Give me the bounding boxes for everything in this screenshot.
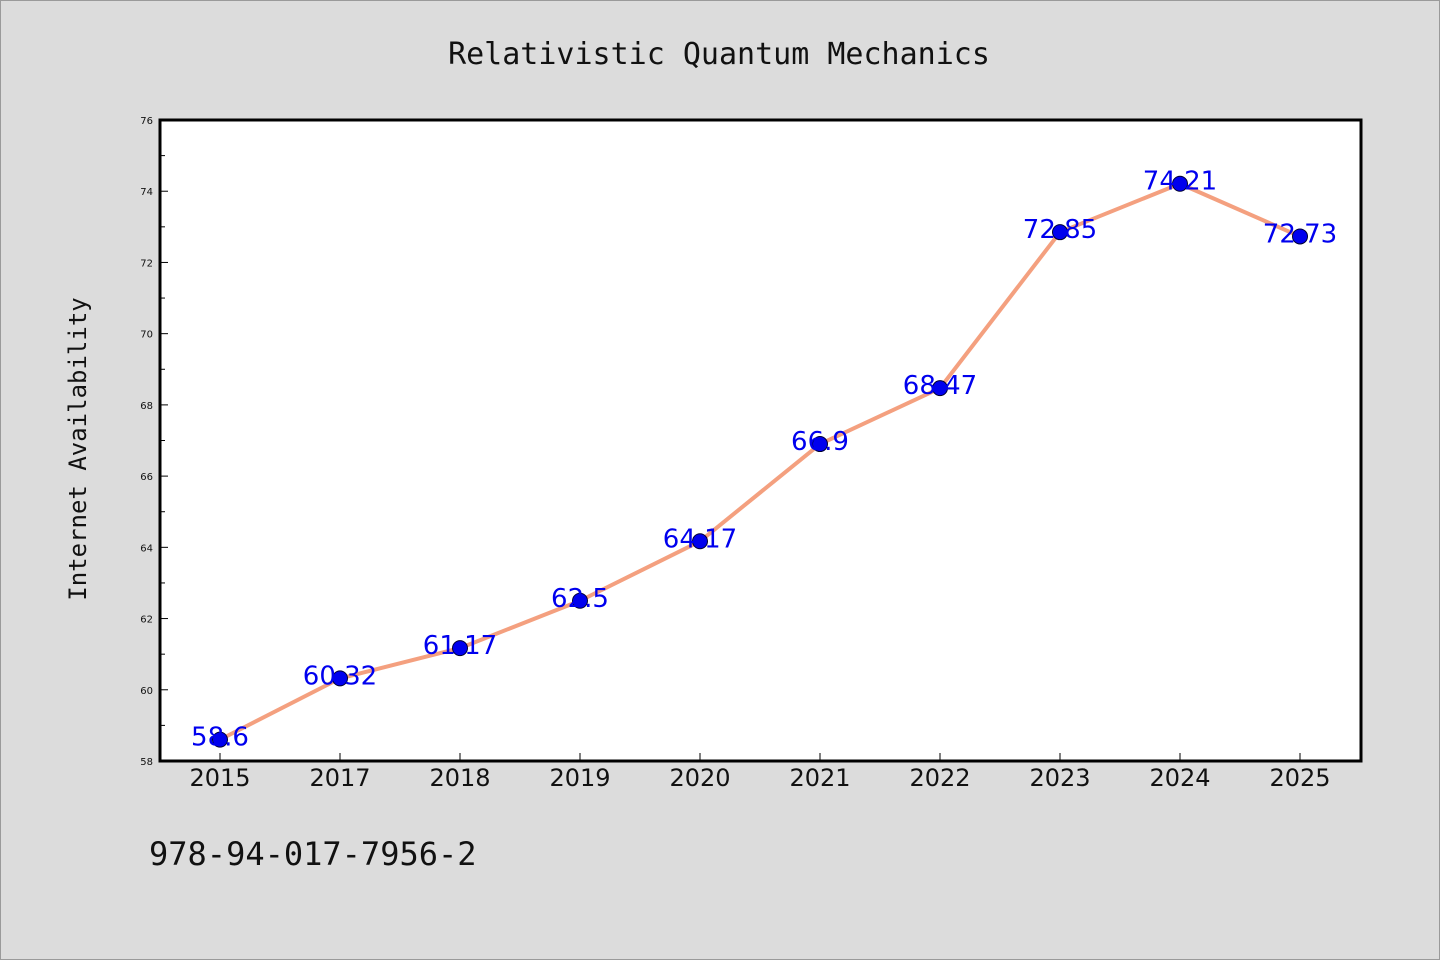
data-label: 74.21	[1143, 167, 1217, 197]
data-point	[692, 533, 708, 550]
y-tick-label: 68	[140, 401, 153, 412]
y-tick-label: 58	[140, 757, 153, 768]
series-internet-availability	[212, 175, 1308, 748]
data-point	[332, 670, 348, 687]
data-point	[572, 592, 588, 609]
data-labels: 58.6 60.32 61.17 62.5 64.17 66.9 68.47 72.85 74.…	[191, 167, 1337, 753]
x-tick-label: 2017	[309, 764, 370, 792]
y-tick-label: 70	[140, 330, 153, 341]
y-tick-label: 66	[140, 472, 153, 483]
data-label: 58.6	[191, 723, 249, 753]
data-point	[452, 640, 468, 657]
data-label: 72.73	[1263, 219, 1337, 249]
x-tick-label: 2019	[549, 764, 610, 792]
x-tick-label: 2020	[669, 764, 730, 792]
data-label: 62.5	[551, 584, 609, 614]
data-point	[1292, 228, 1308, 245]
data-point	[212, 731, 228, 748]
plot-area	[160, 120, 1361, 761]
data-label: 60.32	[303, 661, 377, 691]
data-label: 68.47	[903, 371, 977, 401]
data-point	[1052, 224, 1068, 241]
data-label: 66.9	[791, 427, 849, 457]
data-label: 72.85	[1023, 215, 1097, 245]
data-point	[812, 436, 828, 453]
data-point	[1172, 175, 1188, 192]
x-axis: 2015 2017 2018 2019 2020 2021 2022 2023 2024 2025	[189, 753, 1331, 792]
x-tick-label: 2022	[909, 764, 970, 792]
y-tick-label: 72	[140, 258, 153, 269]
data-label: 61.17	[423, 631, 497, 661]
x-tick-label: 2024	[1149, 764, 1210, 792]
y-axis-label: Internet Availability	[64, 297, 92, 600]
y-tick-label: 64	[140, 543, 153, 554]
x-tick-label: 2023	[1029, 764, 1090, 792]
y-tick-label: 74	[140, 187, 153, 198]
x-tick-label: 2025	[1269, 764, 1330, 792]
x-tick-label: 2015	[189, 764, 250, 792]
x-tick-label: 2018	[429, 764, 490, 792]
chart-title: Relativistic Quantum Mechanics	[448, 37, 990, 72]
data-label: 64.17	[663, 524, 737, 554]
y-tick-label: 60	[140, 686, 153, 697]
x-tick-label: 2021	[789, 764, 850, 792]
isbn-text: 978-94-017-7956-2	[149, 835, 477, 873]
series-line	[218, 181, 1302, 742]
data-point	[932, 380, 948, 397]
y-tick-label: 76	[140, 116, 153, 127]
y-tick-label: 62	[140, 615, 153, 626]
plot-frame	[158, 118, 1363, 763]
